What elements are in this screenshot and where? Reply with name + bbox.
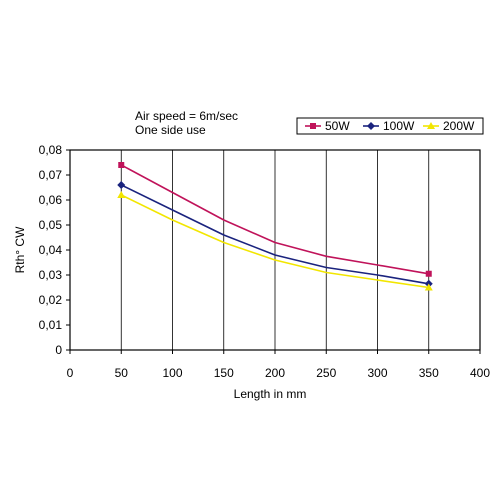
y-tick-label: 0,07 <box>39 168 63 182</box>
legend: 50W 100W 200W <box>296 117 484 135</box>
data-point-100W <box>117 181 126 189</box>
x-axis-label: Length in mm <box>234 387 307 401</box>
legend-marker <box>367 122 375 130</box>
legend-label: 200W <box>443 119 475 133</box>
x-tick-label: 250 <box>316 366 336 380</box>
data-point-200W <box>117 191 126 198</box>
data-point-200W <box>424 283 433 291</box>
x-axis-ticks: 0 50 100 150 200 250 300 350 400 <box>67 350 490 380</box>
y-axis-label: Rth° CW <box>13 226 27 273</box>
y-tick-label: 0,05 <box>39 218 63 232</box>
series-layer <box>117 162 433 291</box>
series-line-200W <box>120 194 429 289</box>
annotation-air-speed: Air speed = 6m/sec <box>135 109 238 123</box>
series-100W <box>117 181 433 288</box>
x-tick-label: 200 <box>265 366 285 380</box>
x-tick-label: 400 <box>470 366 490 380</box>
legend-label: 50W <box>325 119 350 133</box>
y-tick-label: 0,02 <box>39 293 63 307</box>
x-tick-label: 0 <box>67 366 74 380</box>
y-tick-label: 0,03 <box>39 268 63 282</box>
y-axis-ticks: 0 0,01 0,02 0,03 0,04 0,05 0,06 0,07 0,08 <box>39 143 70 357</box>
y-tick-label: 0 <box>55 343 62 357</box>
series-line-50W <box>120 164 429 275</box>
series-200W <box>117 191 433 291</box>
y-tick-label: 0,06 <box>39 193 63 207</box>
data-point-50W <box>425 270 432 277</box>
legend-marker <box>310 123 316 129</box>
annotation-one-side-use: One side use <box>135 123 206 137</box>
x-tick-label: 150 <box>214 366 234 380</box>
y-tick-label: 0,08 <box>39 143 63 157</box>
legend-marker <box>427 122 435 129</box>
y-tick-label: 0,04 <box>39 243 63 257</box>
x-tick-label: 50 <box>115 366 129 380</box>
series-line-100W <box>120 184 429 285</box>
legend-label: 100W <box>383 119 415 133</box>
grid <box>120 150 430 350</box>
x-tick-label: 300 <box>367 366 387 380</box>
x-tick-label: 350 <box>419 366 439 380</box>
data-point-50W <box>118 162 125 168</box>
series-50W <box>118 162 432 277</box>
y-tick-label: 0,01 <box>39 318 63 332</box>
legend-frame <box>296 117 484 135</box>
x-tick-label: 100 <box>162 366 182 380</box>
